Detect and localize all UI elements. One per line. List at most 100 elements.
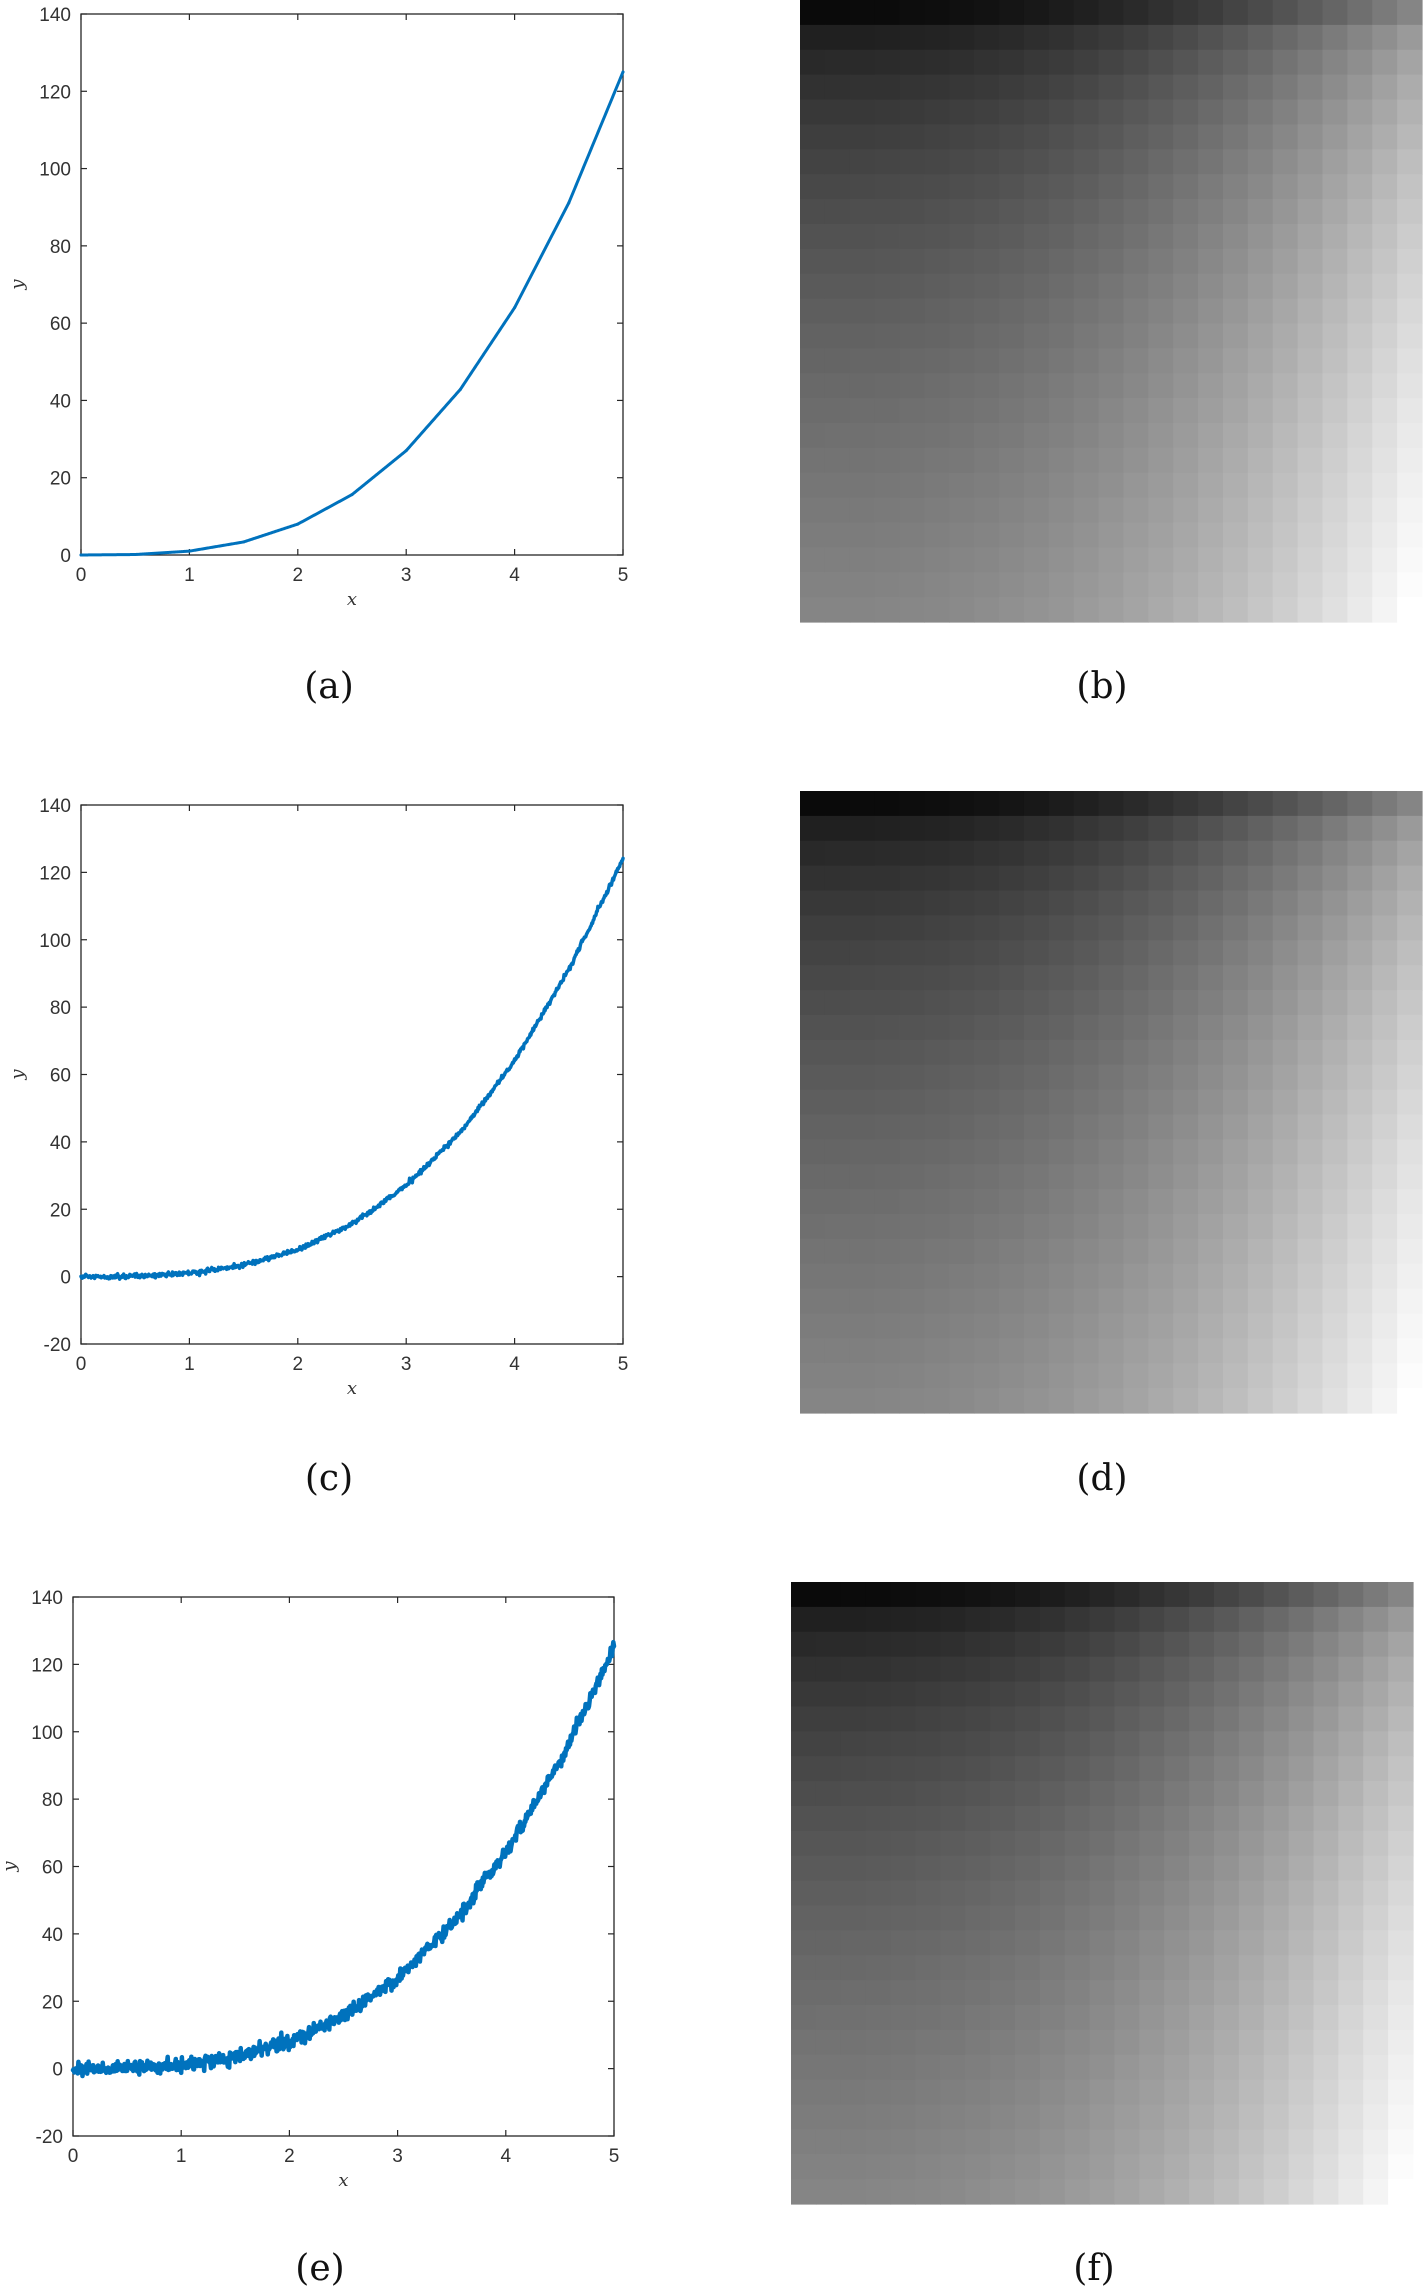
heatmap-cell — [1247, 472, 1274, 499]
heatmap-cell — [800, 1388, 826, 1414]
heatmap-cell — [800, 199, 826, 225]
x-tick-label: 3 — [392, 2146, 403, 2167]
heatmap-cell — [915, 1582, 941, 1608]
heatmap-cell — [1148, 348, 1174, 374]
heatmap-cell — [1247, 497, 1274, 524]
heatmap-cell — [965, 2154, 991, 2180]
heatmap-cell — [1073, 124, 1100, 150]
heatmap-cell — [974, 840, 1000, 867]
x-axis-label: x — [347, 1378, 357, 1399]
heatmap-cell — [1247, 298, 1274, 325]
heatmap-cell — [874, 1213, 901, 1240]
heatmap-cell — [1238, 1955, 1265, 1981]
heatmap-cell — [1363, 1955, 1389, 1981]
heatmap-cell — [815, 1880, 842, 1907]
heatmap-cell — [1123, 99, 1149, 125]
heatmap-cell — [1073, 1064, 1100, 1091]
heatmap-cell — [1397, 1313, 1423, 1339]
heatmap-cell — [1064, 1980, 1091, 2006]
heatmap-cell — [1098, 990, 1125, 1016]
heatmap-cell — [1222, 49, 1249, 76]
heatmap-cell — [791, 2104, 817, 2130]
heatmap-cell — [1164, 1681, 1190, 1707]
heatmap-cell — [1222, 1064, 1249, 1091]
heatmap-cell — [1397, 1039, 1423, 1066]
heatmap-cell — [1347, 1338, 1373, 1364]
heatmap-cell — [1073, 422, 1100, 449]
caption-e: (e) — [295, 2248, 344, 2289]
heatmap-cell — [1297, 497, 1324, 524]
heatmap-cell — [1288, 2079, 1315, 2106]
heatmap-cell — [1397, 1388, 1423, 1414]
heatmap-cell — [1148, 965, 1174, 991]
heatmap-cell — [999, 124, 1025, 150]
heatmap-cell — [974, 965, 1000, 991]
heatmap-cell — [1397, 348, 1423, 374]
heatmap-cell — [1372, 348, 1398, 374]
x-tick-label: 0 — [68, 2146, 79, 2167]
heatmap-cell — [999, 1139, 1025, 1165]
heatmap-cell — [924, 1089, 950, 1116]
heatmap-cell — [1263, 1681, 1290, 1707]
heatmap-cell — [1023, 1039, 1050, 1066]
y-tick-label: 80 — [42, 1790, 63, 1811]
heatmap-cell — [1114, 2129, 1140, 2155]
heatmap-cell — [924, 124, 950, 150]
heatmap-cell — [999, 1039, 1025, 1066]
heatmap-cell — [1023, 223, 1050, 250]
heatmap-cell — [1322, 24, 1348, 51]
heatmap-cell — [1272, 248, 1299, 275]
heatmap-cell — [949, 915, 975, 941]
heatmap-cell — [1114, 1905, 1140, 1931]
heatmap-cell — [924, 1363, 950, 1389]
heatmap-cell — [800, 0, 826, 26]
heatmap-cell — [924, 791, 950, 817]
heatmap-cell — [990, 2129, 1016, 2155]
heatmap-cell — [1173, 49, 1199, 76]
heatmap-cell — [874, 547, 901, 573]
heatmap-cell — [949, 1338, 975, 1364]
heatmap-cell — [791, 1781, 817, 1807]
heatmap-cell — [1098, 890, 1125, 916]
heatmap-cell — [1272, 890, 1299, 916]
heatmap-cell — [974, 1388, 1000, 1414]
heatmap-cell — [899, 348, 925, 374]
heatmap-cell — [1397, 472, 1423, 499]
heatmap-cell — [874, 1189, 901, 1215]
heatmap-cell — [915, 2129, 941, 2155]
heatmap-cell — [1347, 497, 1373, 524]
heatmap-cell — [1322, 572, 1348, 598]
caption-d: (d) — [1076, 1458, 1127, 1499]
heatmap-cell — [849, 1189, 876, 1215]
heatmap-cell — [974, 323, 1000, 349]
heatmap-cell — [1288, 1905, 1315, 1931]
heatmap-cell — [815, 1980, 842, 2006]
heatmap-cell — [1313, 1830, 1339, 1857]
heatmap-cell — [974, 398, 1000, 424]
heatmap-cell — [999, 1064, 1025, 1091]
heatmap-cell — [1388, 2079, 1414, 2106]
heatmap-cell — [999, 1089, 1025, 1116]
heatmap-cell — [1297, 1213, 1324, 1240]
heatmap-cell — [974, 1338, 1000, 1364]
heatmap-cell — [940, 2029, 966, 2056]
heatmap-cell — [1238, 2029, 1265, 2056]
heatmap-cell — [990, 1930, 1016, 1956]
heatmap-cell — [800, 840, 826, 867]
heatmap-cell — [849, 248, 876, 275]
heatmap-cell — [1272, 124, 1299, 150]
heatmap-cell — [1247, 865, 1274, 892]
heatmap-cell — [1139, 1681, 1165, 1707]
heatmap-cell — [999, 199, 1025, 225]
heatmap-cell — [1198, 348, 1224, 374]
heatmap-cell — [915, 1930, 941, 1956]
heatmap-cell — [1247, 840, 1274, 867]
heatmap-cell — [1397, 124, 1423, 150]
heatmap-cell — [974, 149, 1000, 175]
heatmap-cell — [1313, 2179, 1339, 2205]
heatmap-cell — [1272, 1114, 1299, 1140]
heatmap-cell — [1263, 2004, 1290, 2031]
heatmap-cell — [1263, 1930, 1290, 1956]
heatmap-cell — [899, 497, 925, 524]
heatmap-cell — [1064, 1955, 1091, 1981]
